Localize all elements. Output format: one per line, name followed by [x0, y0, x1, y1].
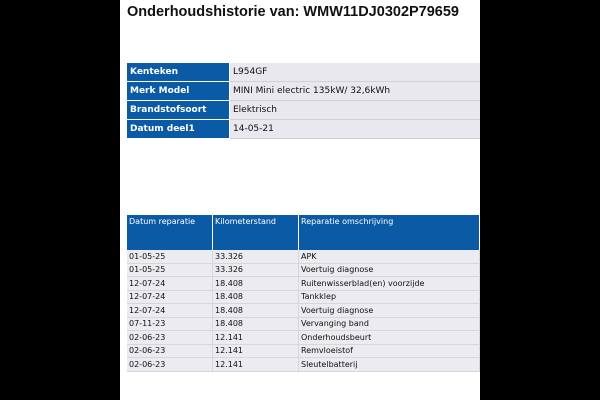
repair-description: Voertuig diagnose: [298, 263, 480, 277]
mileage: 18.408: [212, 317, 299, 331]
repair-description: Sleutelbatterij: [298, 357, 480, 372]
info-label: Merk Model: [127, 81, 230, 101]
mileage: 12.141: [212, 344, 299, 358]
column-header: Kilometerstand: [212, 215, 299, 250]
repair-date: 07-11-23: [127, 317, 213, 331]
mileage: 18.408: [212, 276, 299, 291]
table-row: 12-07-24 18.408 Voertuig diagnose: [127, 303, 480, 318]
table-row: 01-05-25 33.326 Voertuig diagnose: [127, 263, 480, 277]
info-label: Datum deel1: [127, 119, 230, 139]
repair-date: 12-07-24: [127, 276, 213, 291]
repair-description: Tankklep: [298, 290, 480, 304]
repair-date: 02-06-23: [127, 344, 213, 358]
repair-description: APK: [298, 250, 480, 264]
mileage: 12.141: [212, 357, 299, 372]
mileage: 33.326: [212, 250, 299, 264]
repair-description: Onderhoudsbeurt: [298, 330, 480, 345]
repair-date: 01-05-25: [127, 263, 213, 277]
table-row: 12-07-24 18.408 Tankklep: [127, 290, 480, 304]
repair-date: 02-06-23: [127, 357, 213, 372]
column-header: Datum reparatie: [127, 215, 213, 250]
table-row: 01-05-25 33.326 APK: [127, 250, 480, 264]
table-row: 02-06-23 12.141 Remvloeistof: [127, 344, 480, 358]
page-title: Onderhoudshistorie van: WMW11DJ0302P7965…: [127, 4, 459, 20]
mileage: 18.408: [212, 290, 299, 304]
repair-history-table: Datum reparatie Kilometerstand Reparatie o…: [127, 215, 480, 372]
info-value: MINI Mini electric 135kW/ 32,6kWh: [229, 81, 480, 101]
repair-description: Ruitenwisserblad(en) voorzijde: [298, 276, 480, 291]
document-page: Onderhoudshistorie van: WMW11DJ0302P7965…: [120, 0, 480, 400]
table-row: 07-11-23 18.408 Vervanging band: [127, 317, 480, 331]
repair-description: Vervanging band: [298, 317, 480, 331]
info-label: Kenteken: [127, 63, 230, 82]
table-row: 02-06-23 12.141 Sleutelbatterij: [127, 357, 480, 372]
info-row: Brandstofsoort Elektrisch: [127, 100, 480, 120]
vehicle-info-table: Kenteken L954GF Merk Model MINI Mini electr…: [127, 63, 480, 139]
info-label: Brandstofsoort: [127, 100, 230, 120]
mileage: 12.141: [212, 330, 299, 345]
info-value: 14-05-21: [229, 119, 480, 139]
mileage: 33.326: [212, 263, 299, 277]
column-header: Reparatie omschrijving: [298, 215, 480, 250]
info-row: Kenteken L954GF: [127, 63, 480, 82]
repair-date: 12-07-24: [127, 290, 213, 304]
repair-description: Remvloeistof: [298, 344, 480, 358]
repair-date: 12-07-24: [127, 303, 213, 318]
repair-date: 02-06-23: [127, 330, 213, 345]
table-row: 12-07-24 18.408 Ruitenwisserblad(en) voorz…: [127, 276, 480, 291]
repair-date: 01-05-25: [127, 250, 213, 264]
info-value: Elektrisch: [229, 100, 480, 120]
info-row: Datum deel1 14-05-21: [127, 119, 480, 139]
table-row: 02-06-23 12.141 Onderhoudsbeurt: [127, 330, 480, 345]
repair-description: Voertuig diagnose: [298, 303, 480, 318]
info-value: L954GF: [229, 63, 480, 82]
info-row: Merk Model MINI Mini electric 135kW/ 32,6…: [127, 81, 480, 101]
mileage: 18.408: [212, 303, 299, 318]
